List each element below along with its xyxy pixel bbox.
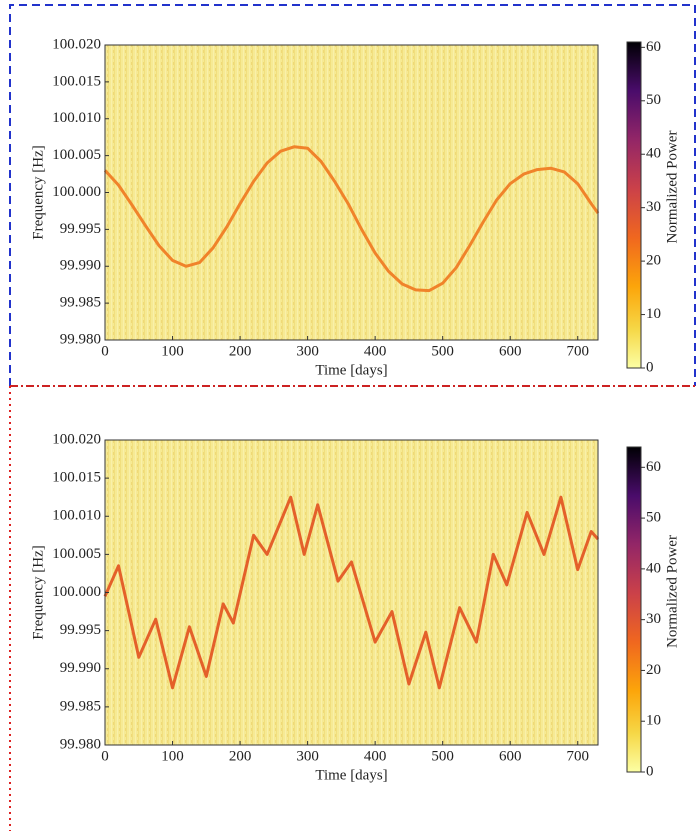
frequency-track — [103, 145, 600, 293]
colorbar-tick-label: 40 — [646, 146, 661, 162]
x-tick-label: 100 — [161, 748, 184, 764]
x-tick-label: 400 — [364, 343, 387, 359]
x-tick-label: 100 — [161, 343, 184, 359]
x-tick-label: 0 — [101, 748, 109, 764]
colorbar-tick-label: 50 — [646, 510, 661, 526]
colorbar-tick-label: 60 — [646, 459, 661, 475]
y-tick-label: 99.995 — [60, 221, 101, 237]
y-tick-label: 100.010 — [52, 110, 101, 126]
colorbar-tick-label: 30 — [646, 611, 661, 627]
colorbar-tick-label: 20 — [646, 253, 661, 269]
colorbar — [626, 446, 642, 773]
x-axis-label: Time [days] — [315, 362, 387, 378]
y-tick-label: 99.985 — [60, 295, 101, 311]
colorbar-tick-label: 0 — [646, 359, 654, 375]
y-tick-label: 99.980 — [60, 736, 101, 752]
x-tick-label: 600 — [499, 343, 522, 359]
colorbar-tick-label: 50 — [646, 92, 661, 108]
y-tick-label: 100.015 — [52, 470, 101, 486]
y-tick-label: 100.000 — [52, 584, 101, 600]
y-axis-label: Frequency [Hz] — [30, 145, 46, 240]
y-tick-label: 100.020 — [52, 431, 101, 447]
colorbar-label: Normalized Power — [664, 535, 680, 648]
y-axis-label: Frequency [Hz] — [30, 545, 46, 640]
plot-background — [105, 45, 598, 340]
y-tick-label: 99.980 — [60, 331, 101, 347]
x-tick-label: 700 — [566, 343, 589, 359]
y-tick-label: 100.020 — [52, 36, 101, 52]
y-tick-label: 99.990 — [60, 258, 101, 274]
y-tick-label: 99.995 — [60, 622, 101, 638]
y-tick-label: 100.005 — [52, 546, 101, 562]
colorbar-tick-label: 0 — [646, 763, 654, 779]
x-tick-label: 500 — [431, 343, 454, 359]
colorbar-tick-label: 40 — [646, 560, 661, 576]
colorbar-tick-label: 20 — [646, 662, 661, 678]
y-tick-label: 99.990 — [60, 660, 101, 676]
colorbar-tick-label: 30 — [646, 199, 661, 215]
x-tick-label: 0 — [101, 343, 109, 359]
y-tick-label: 100.005 — [52, 147, 101, 163]
colorbar-label: Normalized Power — [664, 131, 680, 244]
x-tick-label: 700 — [566, 748, 589, 764]
x-tick-label: 200 — [229, 748, 252, 764]
y-tick-label: 100.000 — [52, 184, 101, 200]
y-tick-label: 99.985 — [60, 698, 101, 714]
colorbar-tick-label: 10 — [646, 713, 661, 729]
x-tick-label: 600 — [499, 748, 522, 764]
y-tick-label: 100.015 — [52, 73, 101, 89]
x-tick-label: 300 — [296, 748, 319, 764]
y-tick-label: 100.010 — [52, 508, 101, 524]
x-tick-label: 300 — [296, 343, 319, 359]
colorbar-tick-label: 60 — [646, 39, 661, 55]
x-tick-label: 400 — [364, 748, 387, 764]
x-axis-label: Time [days] — [315, 767, 387, 783]
plot-background — [105, 440, 598, 745]
colorbar-tick-label: 10 — [646, 306, 661, 322]
x-tick-label: 500 — [431, 748, 454, 764]
frequency-track — [103, 495, 600, 690]
x-tick-label: 200 — [229, 343, 252, 359]
colorbar — [626, 41, 642, 369]
